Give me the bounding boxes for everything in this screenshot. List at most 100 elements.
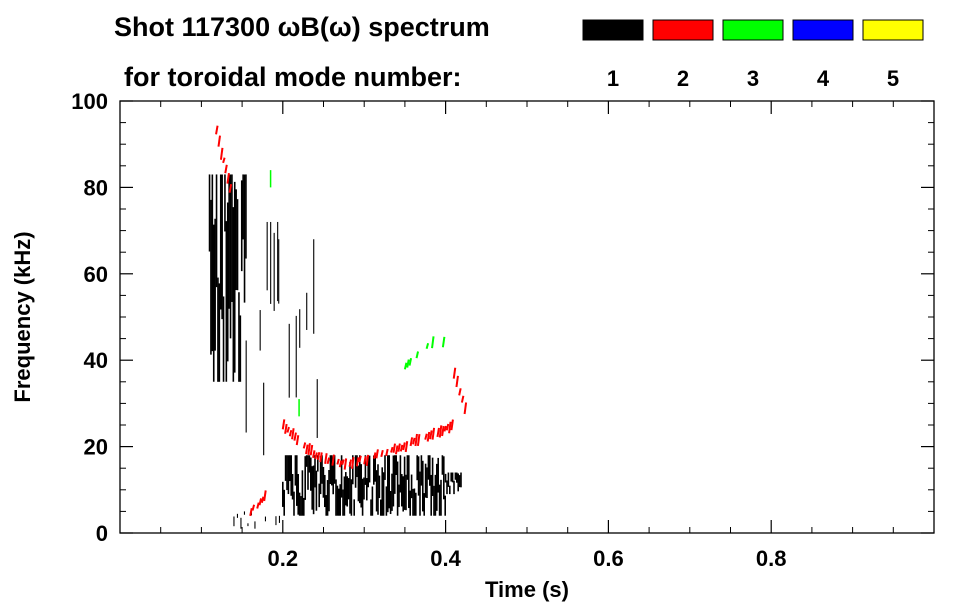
spectrum-trace <box>431 336 435 349</box>
spectrum-trace <box>458 388 462 396</box>
spectrum-trace <box>414 433 418 447</box>
x-axis-label: Time (s) <box>485 577 569 602</box>
spectrum-trace <box>286 426 290 433</box>
chart-title: Shot 117300 ωB(ω) spectrum <box>114 12 490 42</box>
series-mode-3 <box>269 170 446 417</box>
spectrum-trace <box>341 459 345 465</box>
spectrum-trace <box>443 425 447 432</box>
spectrum-trace <box>302 442 307 449</box>
spectrum-trace <box>441 336 446 348</box>
spectrum-trace <box>394 445 399 455</box>
spectrum-trace <box>375 449 379 459</box>
spectrum-trace <box>350 457 355 469</box>
spectrum-trace <box>312 450 316 458</box>
spectrum-trace <box>372 452 377 459</box>
spectrum-trace <box>217 135 221 147</box>
spectrum-trace <box>284 423 288 434</box>
series-mode-1 <box>208 174 462 529</box>
spectrum-trace <box>460 395 465 403</box>
spectrum-trace <box>403 362 408 370</box>
x-tick-label: 0.8 <box>756 546 787 571</box>
spectrum-trace <box>260 496 265 504</box>
spectrum-trace <box>338 460 343 468</box>
spectrum-trace <box>416 433 421 446</box>
y-tick-label: 20 <box>84 435 108 460</box>
spectrum-trace <box>436 427 440 438</box>
spectrum-trace <box>402 442 406 451</box>
legend-label-mode-5: 5 <box>887 66 899 91</box>
spectrum-trace <box>431 427 436 440</box>
y-tick-label: 100 <box>71 89 108 114</box>
spectrum-trace <box>385 448 389 457</box>
spectrum-trace <box>343 458 348 470</box>
spectrum-trace <box>425 342 430 350</box>
spectrum-trace <box>355 457 360 467</box>
legend-swatch-mode-5 <box>862 19 924 41</box>
legend-label-mode-1: 1 <box>607 66 619 91</box>
y-axis-label: Frequency (kHz) <box>10 231 35 402</box>
spectrum-trace <box>219 147 224 160</box>
spectrum-trace <box>293 432 297 441</box>
plot-data <box>208 125 468 529</box>
spectrum-trace <box>404 441 409 453</box>
spectrum-trace <box>406 359 410 368</box>
spectrum-trace <box>412 437 416 445</box>
legend-label-mode-3: 3 <box>747 66 759 91</box>
spectrum-trace <box>363 456 367 465</box>
spectrum-trace <box>463 402 468 415</box>
spectrum-trace <box>448 421 452 434</box>
spectrum-trace <box>336 458 340 465</box>
y-tick-label: 80 <box>84 175 108 200</box>
tick-labels: 0.2 0.4 0.6 0.8 0 20 40 60 80 100 <box>71 89 786 571</box>
legend-swatch-mode-3 <box>722 19 784 41</box>
spectrum-trace <box>309 444 314 456</box>
spectrum-trace <box>415 351 420 359</box>
legend-swatch-mode-1 <box>582 19 644 41</box>
spectrum-trace <box>441 425 445 437</box>
chart-subtitle: for toroidal mode number: <box>124 62 462 92</box>
spectrum-trace <box>224 164 228 174</box>
legend-label-mode-4: 4 <box>817 66 830 91</box>
series-mode-2 <box>215 125 468 517</box>
spectrum-trace <box>455 375 459 388</box>
spectrum-trace <box>365 454 370 467</box>
spectrum-trace <box>222 157 226 164</box>
x-tick-label: 0.2 <box>268 546 299 571</box>
spectrum-trace <box>445 423 450 431</box>
spectrum-trace <box>316 452 321 460</box>
spectrum-trace <box>426 431 431 442</box>
spectrum-trace <box>392 443 396 453</box>
spectrum-trace <box>348 459 353 467</box>
spectrum-trace <box>331 454 335 466</box>
spectrum-trace <box>429 430 433 440</box>
spectrum-trace <box>249 508 253 517</box>
y-tick-label: 60 <box>84 262 108 287</box>
spectrum-trace <box>399 444 404 452</box>
spectrum-trace <box>438 425 443 438</box>
x-tick-label: 0.4 <box>430 546 461 571</box>
spectrum-trace <box>380 449 384 458</box>
spectrum-trace <box>408 357 413 366</box>
axis-ticks <box>120 100 934 534</box>
spectrum-trace <box>307 443 311 455</box>
spectrum-trace <box>324 453 328 464</box>
x-tick-label: 0.6 <box>593 546 624 571</box>
legend-swatch-mode-4 <box>792 19 854 41</box>
legend: 1 2 3 4 5 <box>582 19 924 91</box>
spectrum-trace <box>228 184 233 193</box>
spectrum-trace <box>295 435 300 446</box>
legend-label-mode-2: 2 <box>677 66 689 91</box>
plot-frame <box>119 100 935 534</box>
legend-swatch-mode-2 <box>652 19 714 41</box>
spectrum-trace <box>409 437 414 447</box>
y-tick-label: 0 <box>96 521 108 546</box>
spectrum-trace <box>314 452 318 460</box>
y-tick-label: 40 <box>84 348 108 373</box>
spectrum-trace <box>215 125 219 135</box>
spectrum-trace <box>424 433 428 440</box>
spectrum-trace <box>263 490 267 502</box>
spectrum-trace <box>305 444 309 455</box>
spectrum-trace <box>256 502 260 509</box>
spectrum-trace <box>358 455 362 463</box>
